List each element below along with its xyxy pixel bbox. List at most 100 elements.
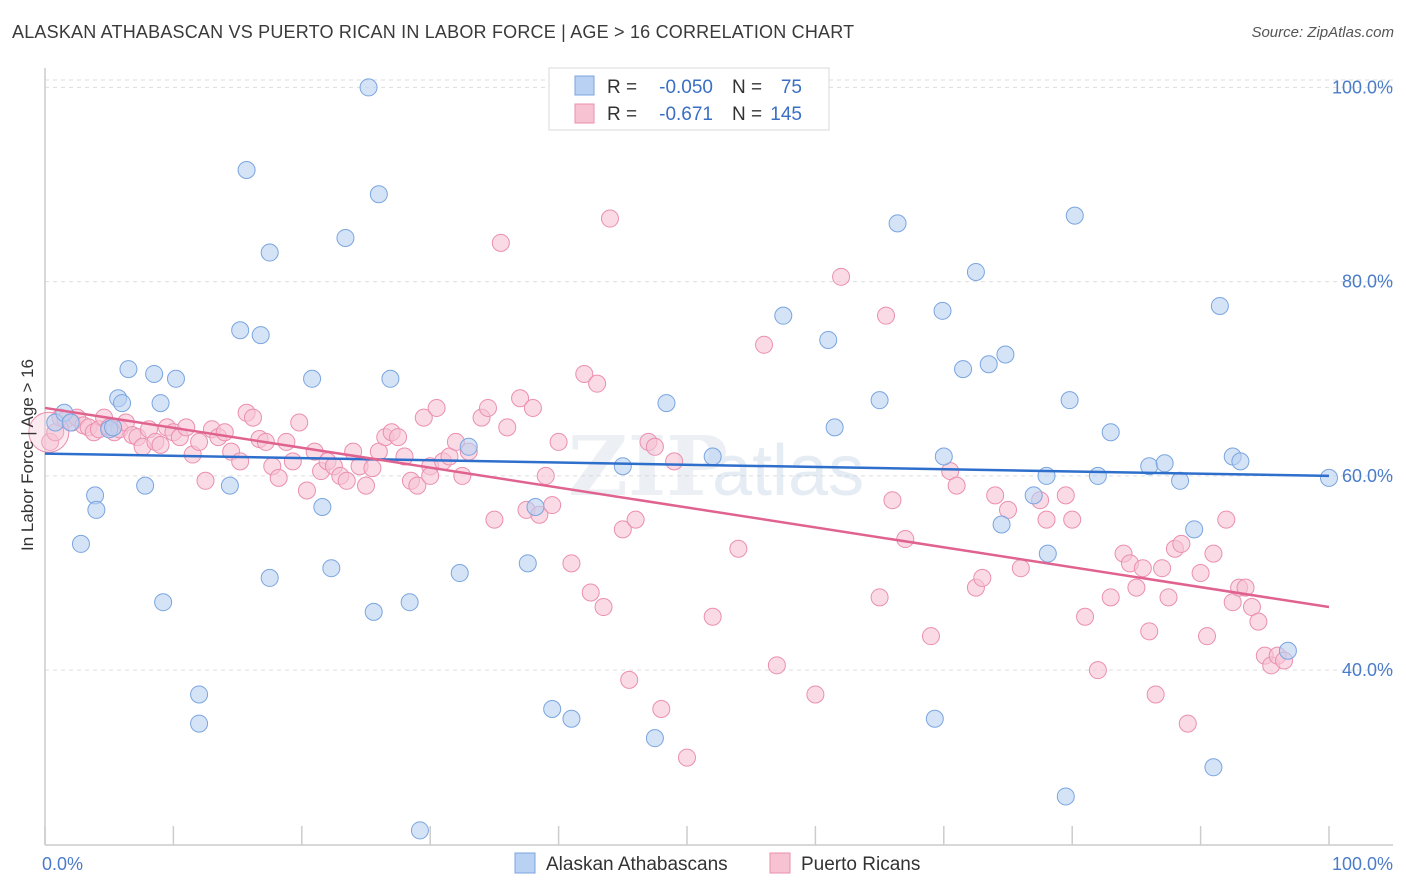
athabascan-point	[1060, 391, 1079, 410]
legend-n-value-pink: 145	[770, 104, 802, 125]
athabascan-point	[450, 564, 469, 583]
legend-r-value-blue: -0.050	[659, 77, 713, 98]
puerto-rican-point	[947, 476, 966, 495]
puerto-rican-point	[357, 476, 375, 495]
athabascan-point	[1204, 758, 1223, 777]
puerto-rican-point	[408, 476, 427, 495]
puerto-rican-point	[1076, 607, 1095, 626]
puerto-rican-point	[453, 466, 472, 485]
legend-swatch-blue	[574, 75, 595, 96]
athabascan-point	[992, 515, 1011, 534]
athabascan-point	[113, 394, 132, 413]
puerto-rican-point	[870, 588, 889, 607]
y-tick-label: 100.0%	[1332, 77, 1393, 97]
puerto-rican-point	[231, 452, 250, 471]
puerto-rican-point	[1153, 559, 1172, 578]
athabascan-point	[237, 160, 256, 179]
puerto-rican-point	[921, 627, 940, 646]
athabascan-point	[154, 593, 173, 612]
puerto-rican-point	[414, 408, 433, 427]
athabascan-point	[260, 243, 279, 262]
athabascan-point	[231, 321, 250, 340]
athabascan-point	[934, 447, 953, 466]
puerto-rican-point	[1011, 559, 1030, 578]
puerto-rican-point	[549, 432, 568, 451]
puerto-rican-point	[588, 374, 607, 393]
x-tick-label-max: 100.0%	[1332, 854, 1393, 874]
athabascan-point	[220, 476, 239, 495]
puerto-rican-point	[1101, 588, 1120, 607]
athabascan-point	[1320, 468, 1338, 487]
athabascan-point	[1231, 452, 1250, 471]
puerto-rican-point	[283, 452, 302, 471]
athabascan-point	[703, 447, 722, 466]
athabascan-point	[1056, 787, 1075, 806]
puerto-rican-point	[177, 418, 196, 437]
puerto-rican-point	[1236, 578, 1255, 597]
puerto-rican-point	[1056, 486, 1075, 505]
alaskan-athabascans-points	[46, 78, 1338, 840]
y-tick-label: 80.0%	[1342, 272, 1393, 292]
athabascan-point	[1024, 486, 1043, 505]
puerto-rican-point	[478, 398, 497, 417]
athabascan-point	[303, 369, 322, 388]
athabascan-point	[1210, 296, 1229, 315]
series-legend-label-pink: Puerto Ricans	[801, 854, 920, 875]
puerto-rican-point	[421, 466, 440, 485]
puerto-rican-point	[575, 364, 594, 383]
puerto-rican-point	[1146, 685, 1165, 704]
athabascan-point	[369, 185, 388, 204]
correlation-legend: R = -0.050 N = 75 R = -0.671 N = 145	[548, 67, 830, 131]
athabascan-point	[526, 498, 545, 517]
puerto-rican-point	[498, 418, 517, 437]
puerto-rican-point	[427, 398, 446, 417]
athabascan-point	[645, 729, 664, 748]
legend-r-label-blue: R =	[607, 77, 637, 98]
athabascan-point	[825, 418, 844, 437]
puerto-rican-point	[581, 583, 600, 602]
athabascan-point	[459, 437, 478, 456]
zip-atlas-watermark: ZIP atlas	[568, 419, 864, 515]
legend-box	[548, 67, 830, 131]
puerto-rican-point	[613, 520, 632, 539]
legend-n-value-blue: 75	[781, 77, 802, 98]
puerto-rican-point	[363, 459, 382, 478]
puerto-rican-point	[767, 656, 786, 675]
puerto-rican-point	[600, 209, 619, 228]
puerto-rican-point	[1249, 612, 1268, 631]
puerto-rican-point	[1204, 544, 1223, 563]
puerto-rican-point	[896, 530, 915, 549]
y-tick-labels: 40.0% 60.0% 80.0% 100.0%	[1332, 77, 1393, 680]
puerto-rican-point	[729, 539, 748, 558]
puerto-rican-point	[665, 452, 684, 471]
athabascan-point	[774, 306, 793, 325]
athabascan-point	[966, 262, 985, 281]
puerto-rican-point	[678, 748, 696, 767]
legend-n-label-blue: N =	[732, 77, 762, 98]
athabascan-point	[145, 364, 164, 383]
puerto-rican-point	[986, 486, 1005, 505]
y-tick-label: 60.0%	[1342, 466, 1393, 486]
athabascan-trend-line	[44, 452, 1330, 478]
puerto-rican-point	[562, 554, 581, 573]
athabascan-point	[1065, 206, 1084, 225]
athabascan-point	[336, 228, 355, 247]
series-legend-swatch-pink	[769, 852, 791, 874]
athabascan-point	[1171, 471, 1190, 490]
puerto-rican-point	[626, 510, 645, 529]
puerto-rican-point	[877, 306, 896, 325]
puerto-rican-point	[1159, 588, 1178, 607]
athabascan-point	[136, 476, 155, 495]
puerto-rican-point	[1178, 714, 1197, 733]
y-axis-label: In Labor Force | Age > 16	[18, 359, 37, 551]
puerto-rican-point	[832, 267, 851, 286]
series-legend-swatch-blue	[514, 852, 536, 874]
athabascan-point	[1088, 466, 1107, 485]
puerto-rican-trend-line	[44, 406, 1330, 609]
athabascan-point	[400, 593, 419, 612]
puerto-rican-point	[543, 496, 562, 515]
puerto-rican-point	[645, 437, 664, 456]
puerto-rican-point	[594, 598, 613, 617]
puerto-rican-point	[883, 491, 902, 510]
